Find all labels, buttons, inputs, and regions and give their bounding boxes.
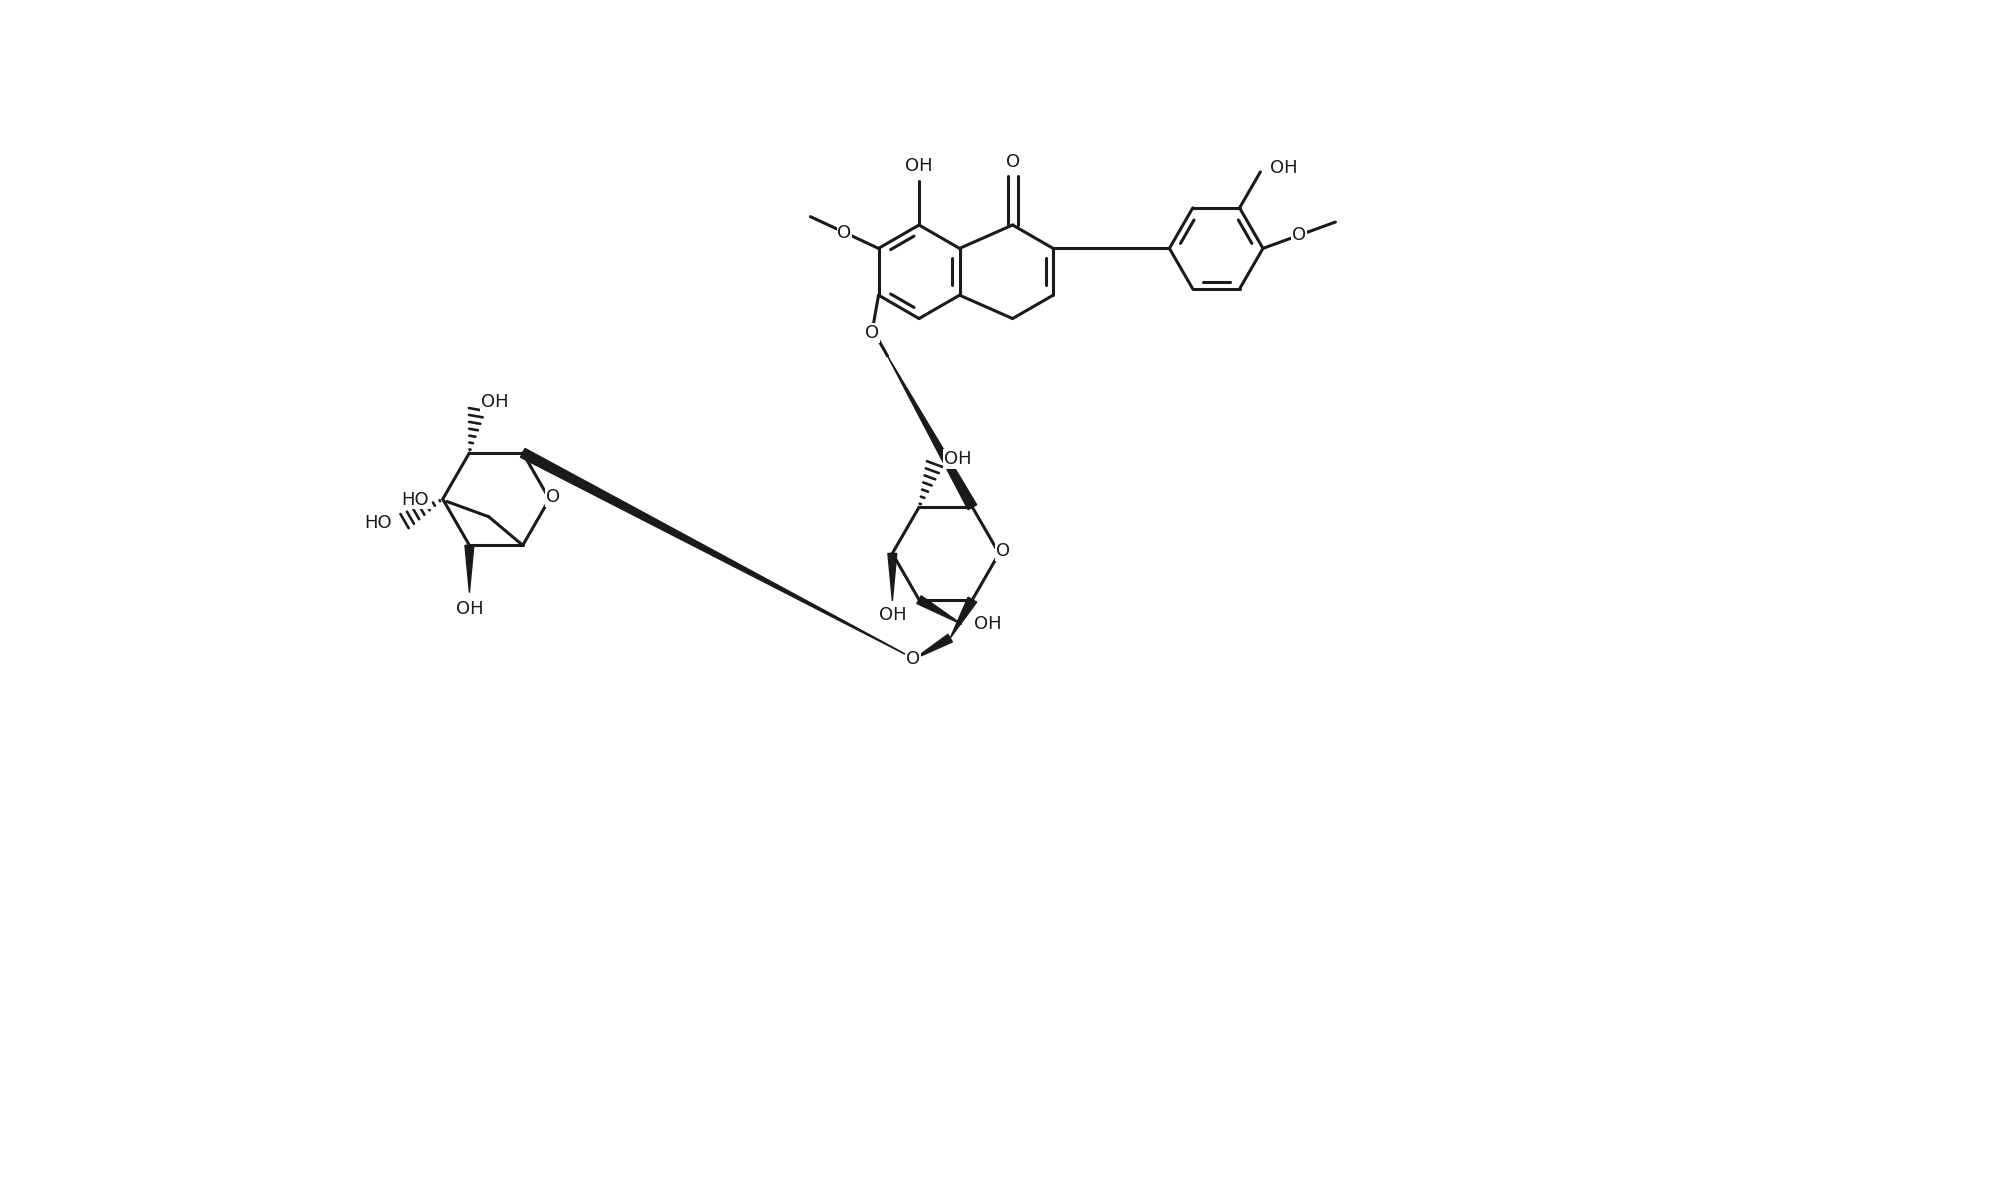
Text: OH: OH	[944, 450, 972, 468]
Text: O: O	[1292, 225, 1306, 244]
Polygon shape	[917, 596, 962, 624]
Polygon shape	[887, 356, 976, 510]
Polygon shape	[887, 554, 897, 601]
Text: O: O	[905, 650, 919, 668]
Text: O: O	[1006, 153, 1020, 171]
Text: HO: HO	[402, 490, 429, 509]
Text: OH: OH	[455, 600, 483, 617]
Text: O: O	[996, 542, 1010, 561]
Text: O: O	[837, 224, 851, 241]
Polygon shape	[950, 597, 976, 638]
Text: OH: OH	[974, 615, 1002, 634]
Text: O: O	[547, 488, 561, 507]
Text: OH: OH	[481, 393, 509, 411]
Text: O: O	[865, 324, 879, 342]
Polygon shape	[521, 449, 913, 659]
Text: HO: HO	[364, 514, 392, 531]
Text: OH: OH	[879, 605, 905, 623]
Polygon shape	[465, 545, 475, 593]
Polygon shape	[913, 634, 952, 659]
Text: OH: OH	[905, 157, 934, 174]
Text: OH: OH	[1270, 159, 1298, 177]
